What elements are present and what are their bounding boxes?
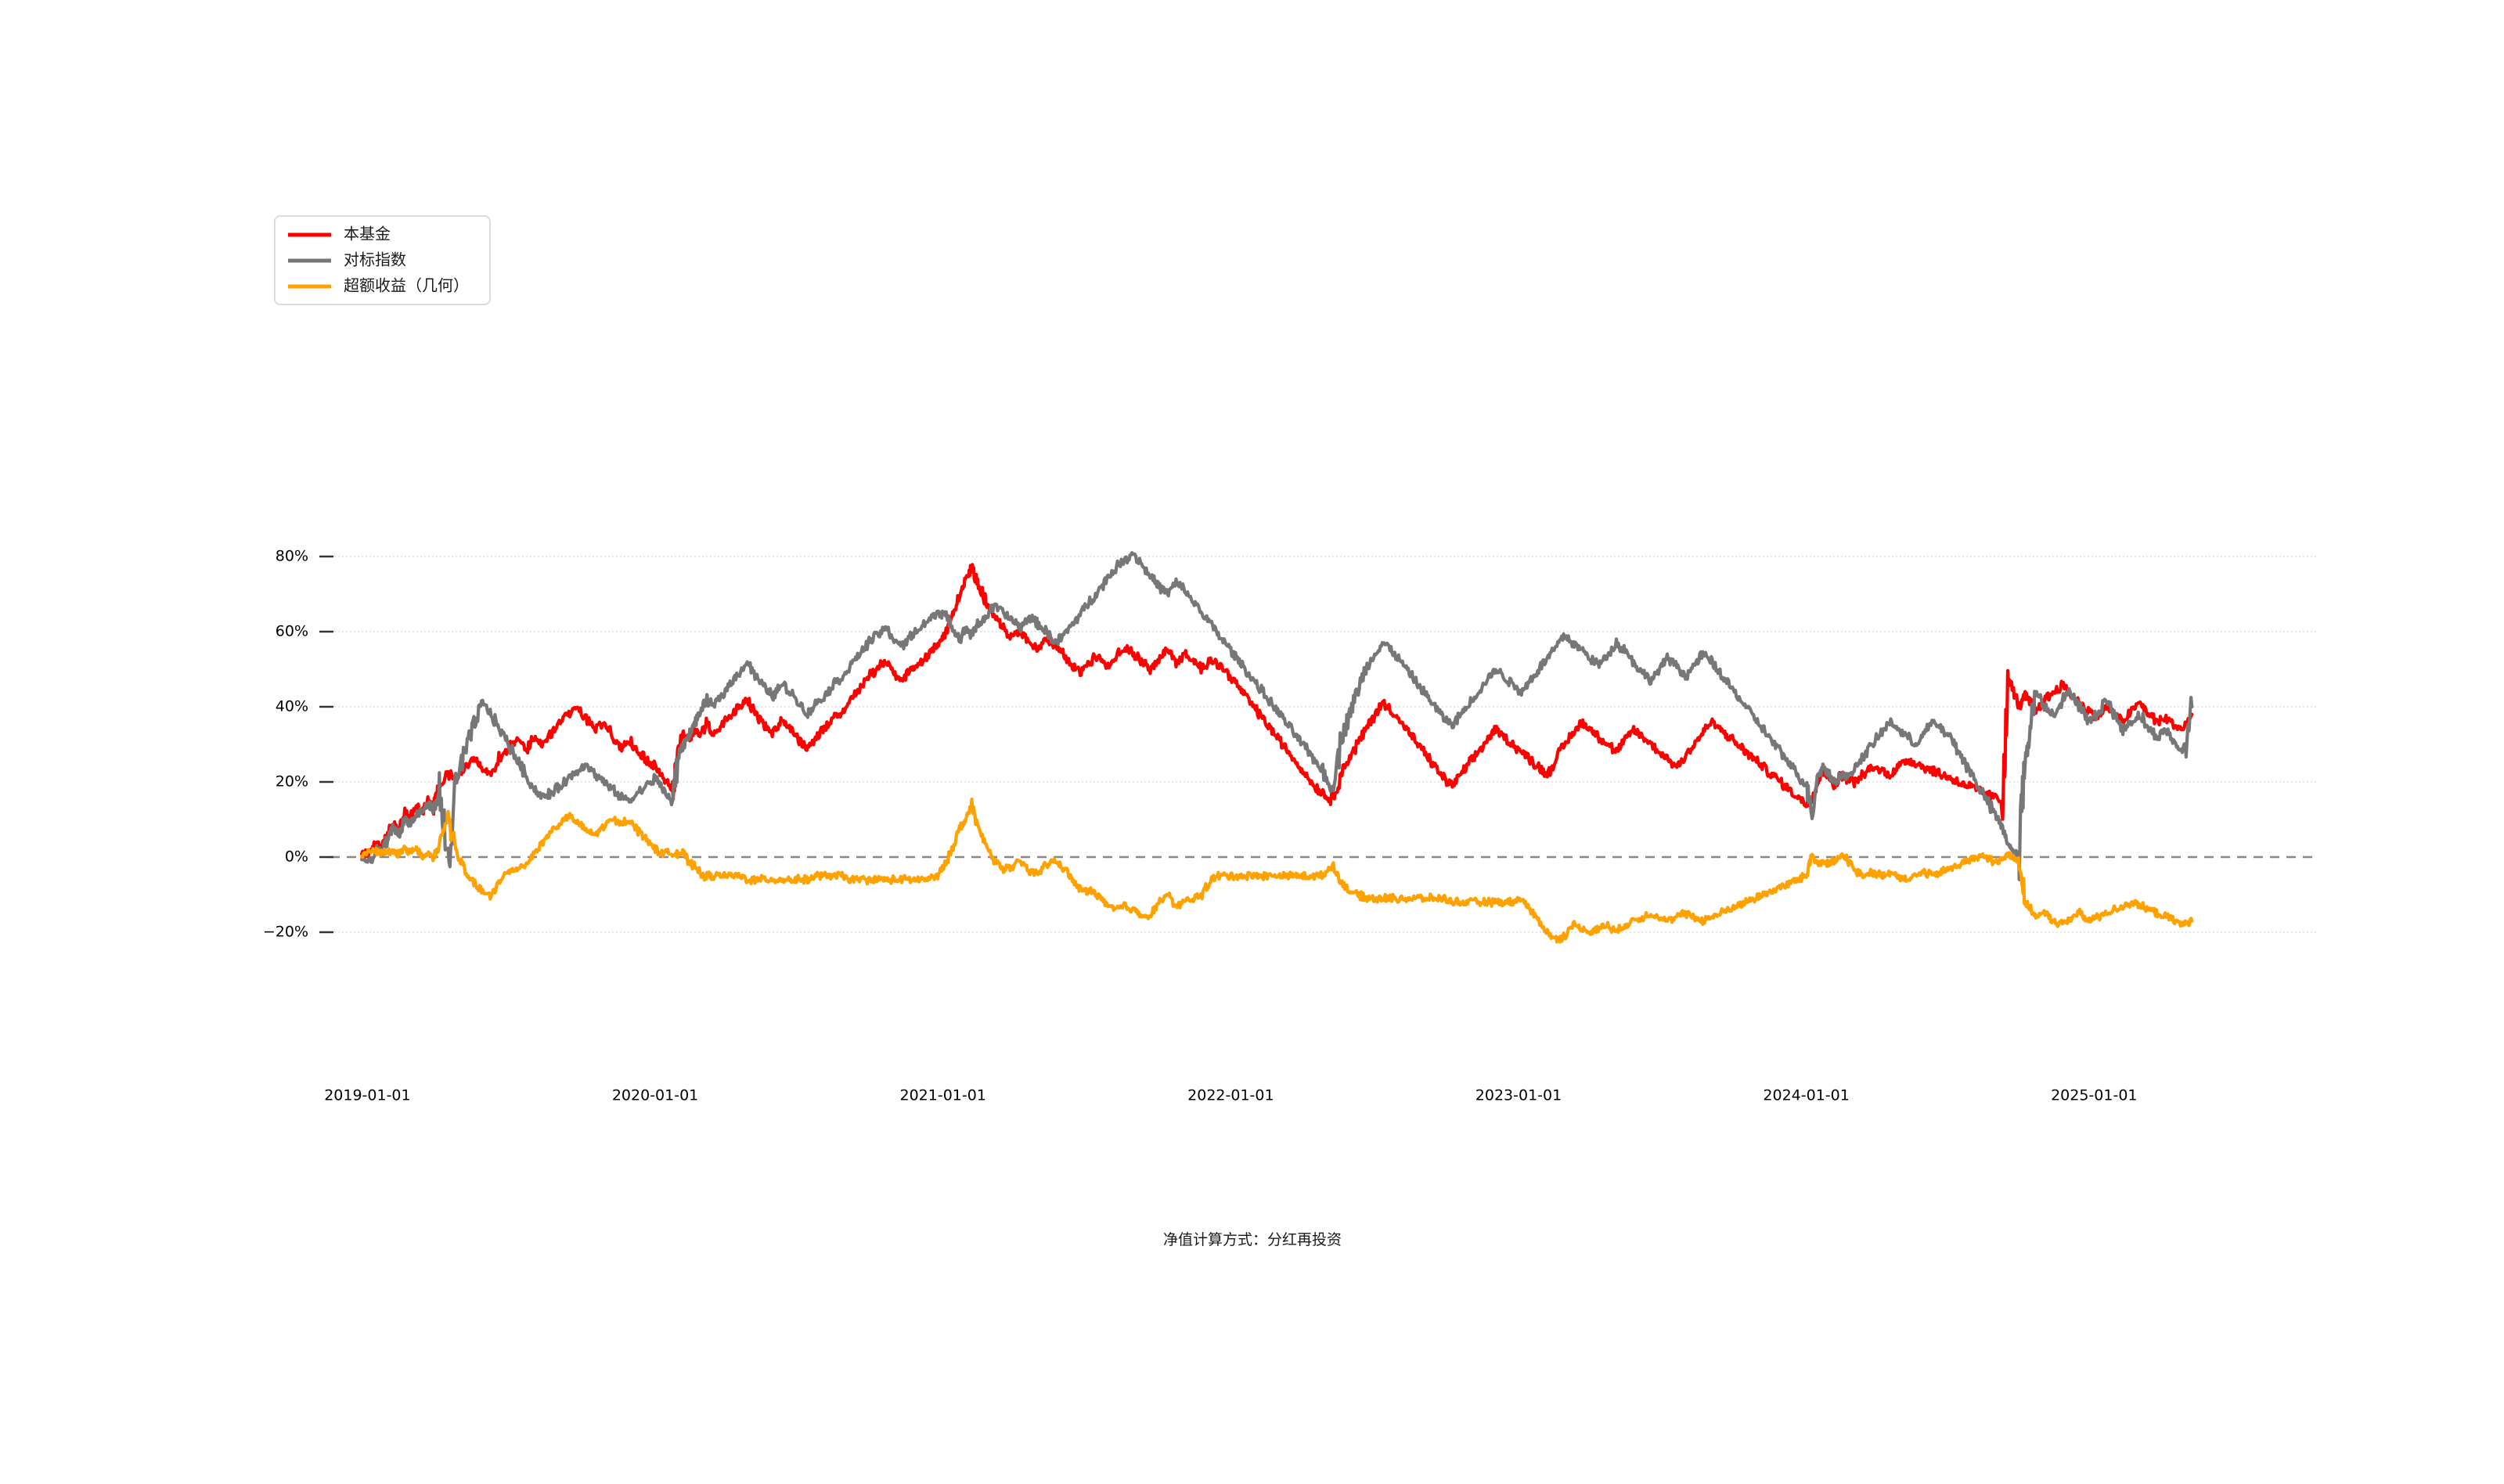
y-tick-marks-group: [319, 555, 333, 934]
data-series-group: [360, 551, 2194, 944]
y-tick-label: 0%: [285, 848, 308, 866]
net-value-method-note: 净值计算方式：分红再投资: [1163, 1231, 1342, 1248]
y-tick-label: −20%: [263, 924, 308, 941]
y-tick-label: 80%: [276, 548, 308, 565]
x-tick-labels-group: 2019-01-01 2020-01-01 2021-01-01 2022-01-01…: [324, 1087, 2137, 1104]
series-line-2: [360, 551, 2194, 881]
series-line-3: [360, 798, 2194, 944]
y-tick-labels-group: 80% 60% 40% 20% 0% −20%: [263, 548, 308, 941]
x-tick-label: 2021-01-01: [899, 1087, 985, 1104]
series-line-1: [360, 563, 2194, 859]
x-tick-label: 2024-01-01: [1763, 1087, 1849, 1104]
legend-label-2[interactable]: 对标指数: [344, 250, 406, 269]
x-tick-label: 2025-01-01: [2051, 1087, 2137, 1104]
legend-background: [274, 215, 491, 305]
legend-label-1[interactable]: 本基金: [344, 225, 391, 243]
x-tick-label: 2022-01-01: [1187, 1087, 1274, 1104]
y-tick-label: 20%: [276, 773, 308, 791]
y-tick-label: 40%: [276, 698, 308, 715]
x-tick-label: 2023-01-01: [1475, 1087, 1562, 1104]
x-tick-label: 2019-01-01: [324, 1087, 410, 1104]
y-tick-label: 60%: [276, 623, 308, 640]
gridlines-group: [330, 556, 2317, 933]
x-tick-label: 2020-01-01: [612, 1087, 698, 1104]
legend-label-3[interactable]: 超额收益（几何）: [344, 276, 469, 295]
